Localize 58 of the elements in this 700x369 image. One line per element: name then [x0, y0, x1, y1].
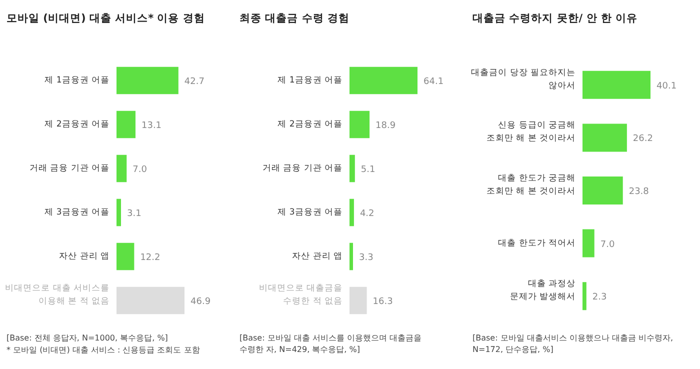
y-tick-label: 자산 관리 앱: [59, 252, 110, 262]
bar: [350, 242, 353, 270]
y-tick-label: 자산 관리 앱: [292, 252, 342, 262]
y-tick-label: 신용 등급이 궁금해 조회만 해 본 것이라서: [486, 120, 576, 144]
bar: [350, 198, 354, 226]
bar: [350, 110, 370, 138]
bar: [116, 286, 184, 314]
bar: [582, 229, 594, 258]
data-label: 13.1: [141, 121, 162, 131]
y-tick-label: 제 1금융권 어플: [44, 76, 110, 86]
bar: [582, 176, 623, 204]
data-label: 4.2: [360, 209, 374, 219]
bar: [116, 242, 134, 270]
text: [Base: 모바일 대출서비스 이용했으나 대출금 비수령자, N=172, 단수응답, %]: [472, 334, 674, 354]
y-tick-label: 제 3금융권 어플: [44, 208, 110, 218]
data-label: 7.0: [600, 240, 615, 250]
data-label: 64.1: [424, 77, 444, 87]
y-tick-label: 대출 과정상 문제가 발생해서: [510, 279, 576, 302]
bar: [116, 198, 121, 226]
bar: [582, 70, 650, 99]
y-tick-label: 제 1금융권 어플: [278, 76, 342, 86]
y-tick-label: 거래 금융 기관 어플: [262, 164, 343, 174]
data-label: 3.1: [126, 209, 142, 219]
bar: [582, 124, 627, 152]
data-label: 18.9: [376, 121, 396, 131]
bar: [116, 66, 178, 94]
data-label: 7.0: [132, 165, 148, 175]
data-label: 16.3: [372, 297, 393, 307]
y-tick-label: 대출 한도가 적어서: [498, 238, 576, 248]
chart-title: 모바일 (비대면) 대출 서비스* 이용 경험: [6, 12, 205, 24]
y-tick-label: 제 2금융권 어플: [44, 120, 110, 130]
data-label: 42.7: [184, 77, 204, 87]
y-tick-label: 거래 금융 기관 어플: [29, 164, 110, 174]
y-tick-label: 비대면으로 대출금을 수령한 적 없음: [258, 284, 342, 306]
data-label: 23.8: [628, 187, 650, 197]
y-tick-label: 제 2금융권 어플: [278, 120, 342, 130]
data-label: 40.1: [656, 81, 677, 92]
data-label: 3.3: [359, 253, 374, 263]
text: * 모바일 (비대면) 대출 서비스 : 신용등급 조회도 포함: [6, 346, 200, 354]
bar: [350, 286, 367, 314]
data-label: 46.9: [190, 297, 211, 307]
y-tick-label: 대출금이 당장 필요하지는 않아서: [471, 68, 576, 91]
text: [Base: 전체 응답자, N=1000, 복수응답, %]: [6, 334, 168, 342]
data-label: 2.3: [592, 292, 607, 303]
y-tick-label: 대출 한도가 궁금해 조회만 해 본 것이라서: [486, 174, 576, 196]
bar: [350, 154, 355, 182]
bar: [116, 154, 127, 182]
y-tick-label: 비대면으로 대출 서비스를 이용해 본 적 없음: [5, 284, 110, 306]
text: [Base: 모바일 대출 서비스를 이용했으며 대출금을 수령한 자, N=429, 복수응답, %]: [240, 334, 422, 354]
chart-title: 대출금 수령하지 못한/ 안 한 이유: [472, 12, 638, 24]
chart-title: 최종 대출금 수령 경험: [240, 12, 350, 24]
data-label: 26.2: [632, 134, 653, 144]
y-tick-label: 제 3금융권 어플: [278, 208, 342, 218]
bar: [582, 282, 586, 310]
bar: [116, 110, 136, 138]
data-label: 12.2: [140, 253, 160, 263]
bar: [350, 66, 418, 94]
data-label: 5.1: [360, 165, 376, 175]
